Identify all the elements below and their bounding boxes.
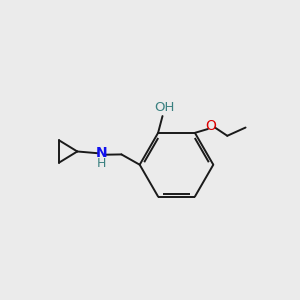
Text: H: H (97, 157, 106, 170)
Text: OH: OH (154, 101, 174, 114)
Text: N: N (96, 146, 107, 160)
Text: O: O (206, 119, 216, 133)
